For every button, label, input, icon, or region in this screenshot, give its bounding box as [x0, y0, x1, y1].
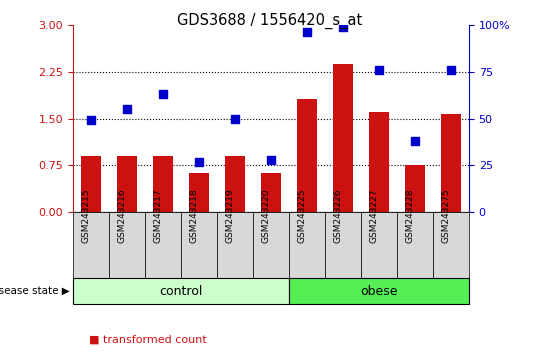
- Text: GSM243227: GSM243227: [370, 188, 379, 243]
- Text: GSM243226: GSM243226: [334, 188, 343, 243]
- Bar: [441, 114, 461, 212]
- Bar: [217, 212, 253, 278]
- Point: [338, 24, 347, 29]
- Text: GSM243225: GSM243225: [298, 188, 307, 243]
- Bar: [289, 278, 469, 304]
- Bar: [405, 165, 425, 212]
- Text: GSM243218: GSM243218: [190, 188, 199, 243]
- Text: disease state ▶: disease state ▶: [0, 286, 70, 296]
- Point: [158, 91, 167, 97]
- Bar: [433, 212, 469, 278]
- Bar: [361, 212, 397, 278]
- Bar: [225, 156, 245, 212]
- Bar: [145, 212, 181, 278]
- Text: GSM243215: GSM243215: [82, 188, 91, 243]
- Text: GSM243228: GSM243228: [406, 188, 415, 243]
- Bar: [73, 212, 109, 278]
- Text: GSM243275: GSM243275: [442, 188, 451, 243]
- Text: GSM243220: GSM243220: [262, 188, 271, 243]
- Point: [411, 138, 419, 144]
- Bar: [297, 98, 317, 212]
- Point: [302, 29, 311, 35]
- Bar: [253, 212, 289, 278]
- Bar: [181, 212, 217, 278]
- Bar: [369, 112, 389, 212]
- Bar: [153, 156, 172, 212]
- Point: [86, 118, 95, 123]
- Bar: [73, 278, 289, 304]
- Bar: [261, 173, 281, 212]
- Bar: [397, 212, 433, 278]
- Point: [375, 67, 383, 73]
- Text: GSM243217: GSM243217: [154, 188, 163, 243]
- Text: obese: obese: [360, 285, 398, 298]
- Bar: [117, 156, 137, 212]
- Text: GDS3688 / 1556420_s_at: GDS3688 / 1556420_s_at: [177, 12, 362, 29]
- Bar: [81, 156, 101, 212]
- Text: GSM243216: GSM243216: [118, 188, 127, 243]
- Text: control: control: [159, 285, 203, 298]
- Bar: [189, 173, 209, 212]
- Point: [231, 116, 239, 121]
- Text: GSM243219: GSM243219: [226, 188, 235, 243]
- Point: [447, 67, 455, 73]
- Bar: [333, 64, 353, 212]
- Point: [122, 106, 131, 112]
- Bar: [325, 212, 361, 278]
- Bar: [289, 212, 325, 278]
- Point: [267, 157, 275, 163]
- Point: [195, 159, 203, 165]
- Bar: [109, 212, 145, 278]
- Text: ■ transformed count: ■ transformed count: [89, 335, 206, 345]
